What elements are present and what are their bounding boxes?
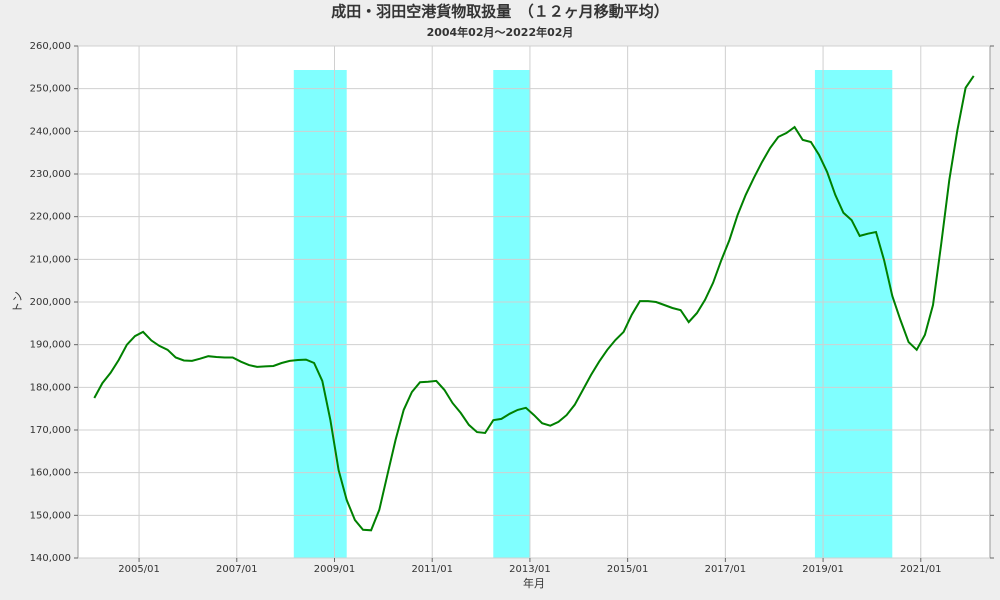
y-tick-label: 190,000 xyxy=(30,340,71,351)
x-tick-label: 2011/01 xyxy=(411,564,453,575)
x-tick-label: 2013/01 xyxy=(509,564,551,575)
y-tick-label: 170,000 xyxy=(30,425,71,436)
y-tick-label: 240,000 xyxy=(30,126,71,137)
chart-subtitle: 2004年02月～2022年02月 xyxy=(427,25,574,39)
x-tick-label: 2021/01 xyxy=(900,564,942,575)
shaded-period xyxy=(493,70,530,558)
y-tick-label: 220,000 xyxy=(30,212,71,223)
x-tick-label: 2007/01 xyxy=(216,564,258,575)
x-tick-label: 2015/01 xyxy=(607,564,649,575)
chart-title: 成田・羽田空港貨物取扱量 （１２ヶ月移動平均） xyxy=(331,3,669,21)
y-tick-label: 140,000 xyxy=(30,553,71,564)
y-tick-label: 210,000 xyxy=(30,254,71,265)
x-axis-label: 年月 xyxy=(523,576,545,590)
y-tick-label: 180,000 xyxy=(30,382,71,393)
y-tick-label: 260,000 xyxy=(30,41,71,52)
y-tick-label: 200,000 xyxy=(30,297,71,308)
x-tick-label: 2009/01 xyxy=(314,564,356,575)
x-tick-label: 2005/01 xyxy=(118,564,160,575)
data-line xyxy=(93,75,975,532)
x-tick-label: 2019/01 xyxy=(802,564,844,575)
shaded-period xyxy=(293,70,347,558)
y-tick-label: 160,000 xyxy=(30,468,71,479)
y-tick-label: 150,000 xyxy=(30,510,71,521)
y-axis-label: トン xyxy=(11,291,24,313)
y-tick-label: 230,000 xyxy=(30,169,71,180)
shaded-period xyxy=(814,70,893,558)
y-tick-label: 250,000 xyxy=(30,84,71,95)
x-tick-label: 2017/01 xyxy=(705,564,747,575)
